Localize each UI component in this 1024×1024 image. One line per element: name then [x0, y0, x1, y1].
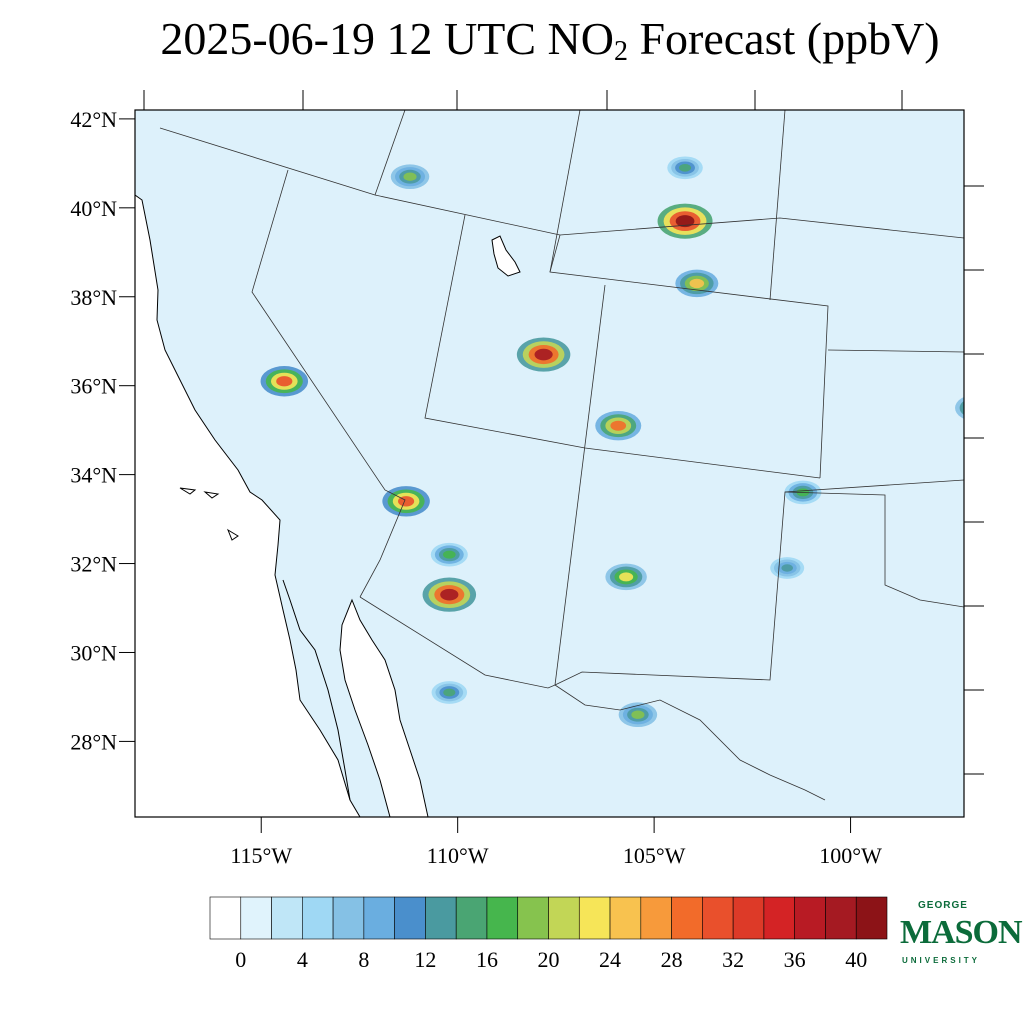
lat-tick-label: 42°N	[70, 107, 117, 132]
map-frame	[134, 109, 965, 818]
lon-tick-label: 105°W	[623, 843, 686, 868]
hotspot-contour	[443, 550, 456, 559]
colorbar-swatch	[855, 896, 888, 940]
colorbar: 0 4 8 12 16 20 24 28 32 36 40	[209, 896, 888, 972]
hotspot-contour	[619, 572, 634, 582]
longitude-ticks: 115°W 110°W 105°W 100°W	[143, 90, 903, 868]
colorbar-swatch	[763, 896, 795, 940]
lat-tick-label: 30°N	[70, 640, 117, 665]
colorbar-swatch	[825, 896, 857, 940]
pacific-ocean	[135, 110, 361, 817]
hotspot-contour	[276, 376, 293, 387]
colorbar-label: 24	[599, 947, 621, 972]
hotspot-contour	[534, 348, 553, 361]
colorbar-swatch	[609, 896, 642, 940]
hotspot-contour	[83, 344, 117, 365]
hotspot-contour	[443, 688, 456, 697]
colorbar-swatch	[548, 896, 580, 940]
colorbar-label: 16	[476, 947, 498, 972]
hotspot-contour	[88, 347, 112, 362]
hotspot-contour	[689, 278, 705, 289]
hotspot-contour	[228, 39, 255, 56]
colorbar-swatch	[671, 896, 703, 940]
hotspot-contour	[955, 396, 964, 419]
colorbar-label: 36	[784, 947, 806, 972]
gulf-of-california	[339, 598, 429, 817]
colorbar-label: 12	[414, 947, 436, 972]
channel-islands	[179, 487, 239, 541]
colorbar-swatch	[240, 896, 272, 940]
colorbar-swatch	[363, 896, 395, 940]
colorbar-swatch	[732, 896, 765, 940]
hotspot-contour	[235, 44, 247, 51]
hotspot-contour	[781, 564, 793, 572]
colorbar-swatch	[578, 896, 611, 940]
lat-tick-label: 40°N	[70, 196, 117, 221]
map-title: 2025-06-19 12 UTC NO2 Forecast (ppbV)	[0, 12, 1024, 68]
great-salt-lake	[491, 235, 521, 277]
colorbar-swatch	[640, 896, 672, 940]
hotspot-contour	[19, 259, 55, 282]
hotspot-contour	[610, 420, 627, 431]
lat-tick-label: 38°N	[70, 285, 117, 310]
state-boundaries	[159, 110, 964, 801]
hotspot-contour	[31, 266, 43, 274]
hotspot-contour	[959, 400, 964, 416]
title-suffix: Forecast (ppbV)	[627, 13, 940, 64]
logo-bottom-text: UNIVERSITY	[902, 956, 981, 965]
hotspot-contour	[964, 400, 987, 415]
hotspot-contour	[232, 42, 251, 54]
hotspot-contour	[92, 350, 107, 359]
hotspot-contour	[27, 264, 47, 277]
colorbar-swatch	[486, 896, 519, 940]
colorbar-label: 20	[538, 947, 560, 972]
hotspot-contour	[78, 341, 121, 369]
logo-main-text: MASON	[900, 914, 1023, 951]
colorbar-swatch	[794, 896, 826, 940]
hotspot-contour	[403, 172, 417, 181]
hotspot-contour	[23, 261, 51, 279]
hotspot-contour	[969, 403, 983, 412]
colorbar-swatch	[455, 896, 488, 940]
gmu-logo: GEORGE MASON UNIVERSITY	[898, 900, 1023, 970]
lat-tick-label: 36°N	[70, 374, 117, 399]
lon-tick-label: 100°W	[819, 843, 882, 868]
hotspot-contour	[440, 588, 459, 601]
colorbar-label: 4	[297, 947, 308, 972]
lat-tick-label: 32°N	[70, 552, 117, 577]
colorbar-swatch	[209, 896, 242, 940]
logo-top-text: GEORGE	[918, 900, 968, 911]
colorbar-label: 32	[722, 947, 744, 972]
hotspot-contour	[631, 710, 645, 719]
colorbar-label: 0	[235, 947, 246, 972]
lon-tick-label: 110°W	[427, 843, 489, 868]
lat-tick-label: 28°N	[70, 729, 117, 754]
lon-tick-label: 115°W	[230, 843, 292, 868]
colorbar-swatch	[302, 896, 334, 940]
colorbar-swatch	[702, 896, 734, 940]
colorbar-label: 40	[845, 947, 867, 972]
hotspot-contour	[675, 215, 695, 228]
colorbar-swatch	[332, 896, 365, 940]
hotspot-contour	[679, 163, 692, 172]
hotspot-contour	[224, 37, 258, 59]
title-prefix: 2025-06-19 12 UTC NO	[160, 13, 614, 64]
baja-coast	[282, 579, 351, 801]
map-area	[19, 37, 987, 817]
latitude-ticks: 42°N 40°N 38°N 36°N 34°N 32°N 30°N 28°N	[70, 107, 984, 775]
colorbar-swatch	[517, 896, 549, 940]
title-subscript: 2	[613, 36, 628, 67]
colorbar-swatch	[425, 896, 457, 940]
colorbar-swatch	[394, 896, 426, 940]
colorbar-label: 28	[661, 947, 683, 972]
lat-tick-label: 34°N	[70, 463, 117, 488]
colorbar-label: 8	[358, 947, 369, 972]
colorbar-swatch	[271, 896, 303, 940]
